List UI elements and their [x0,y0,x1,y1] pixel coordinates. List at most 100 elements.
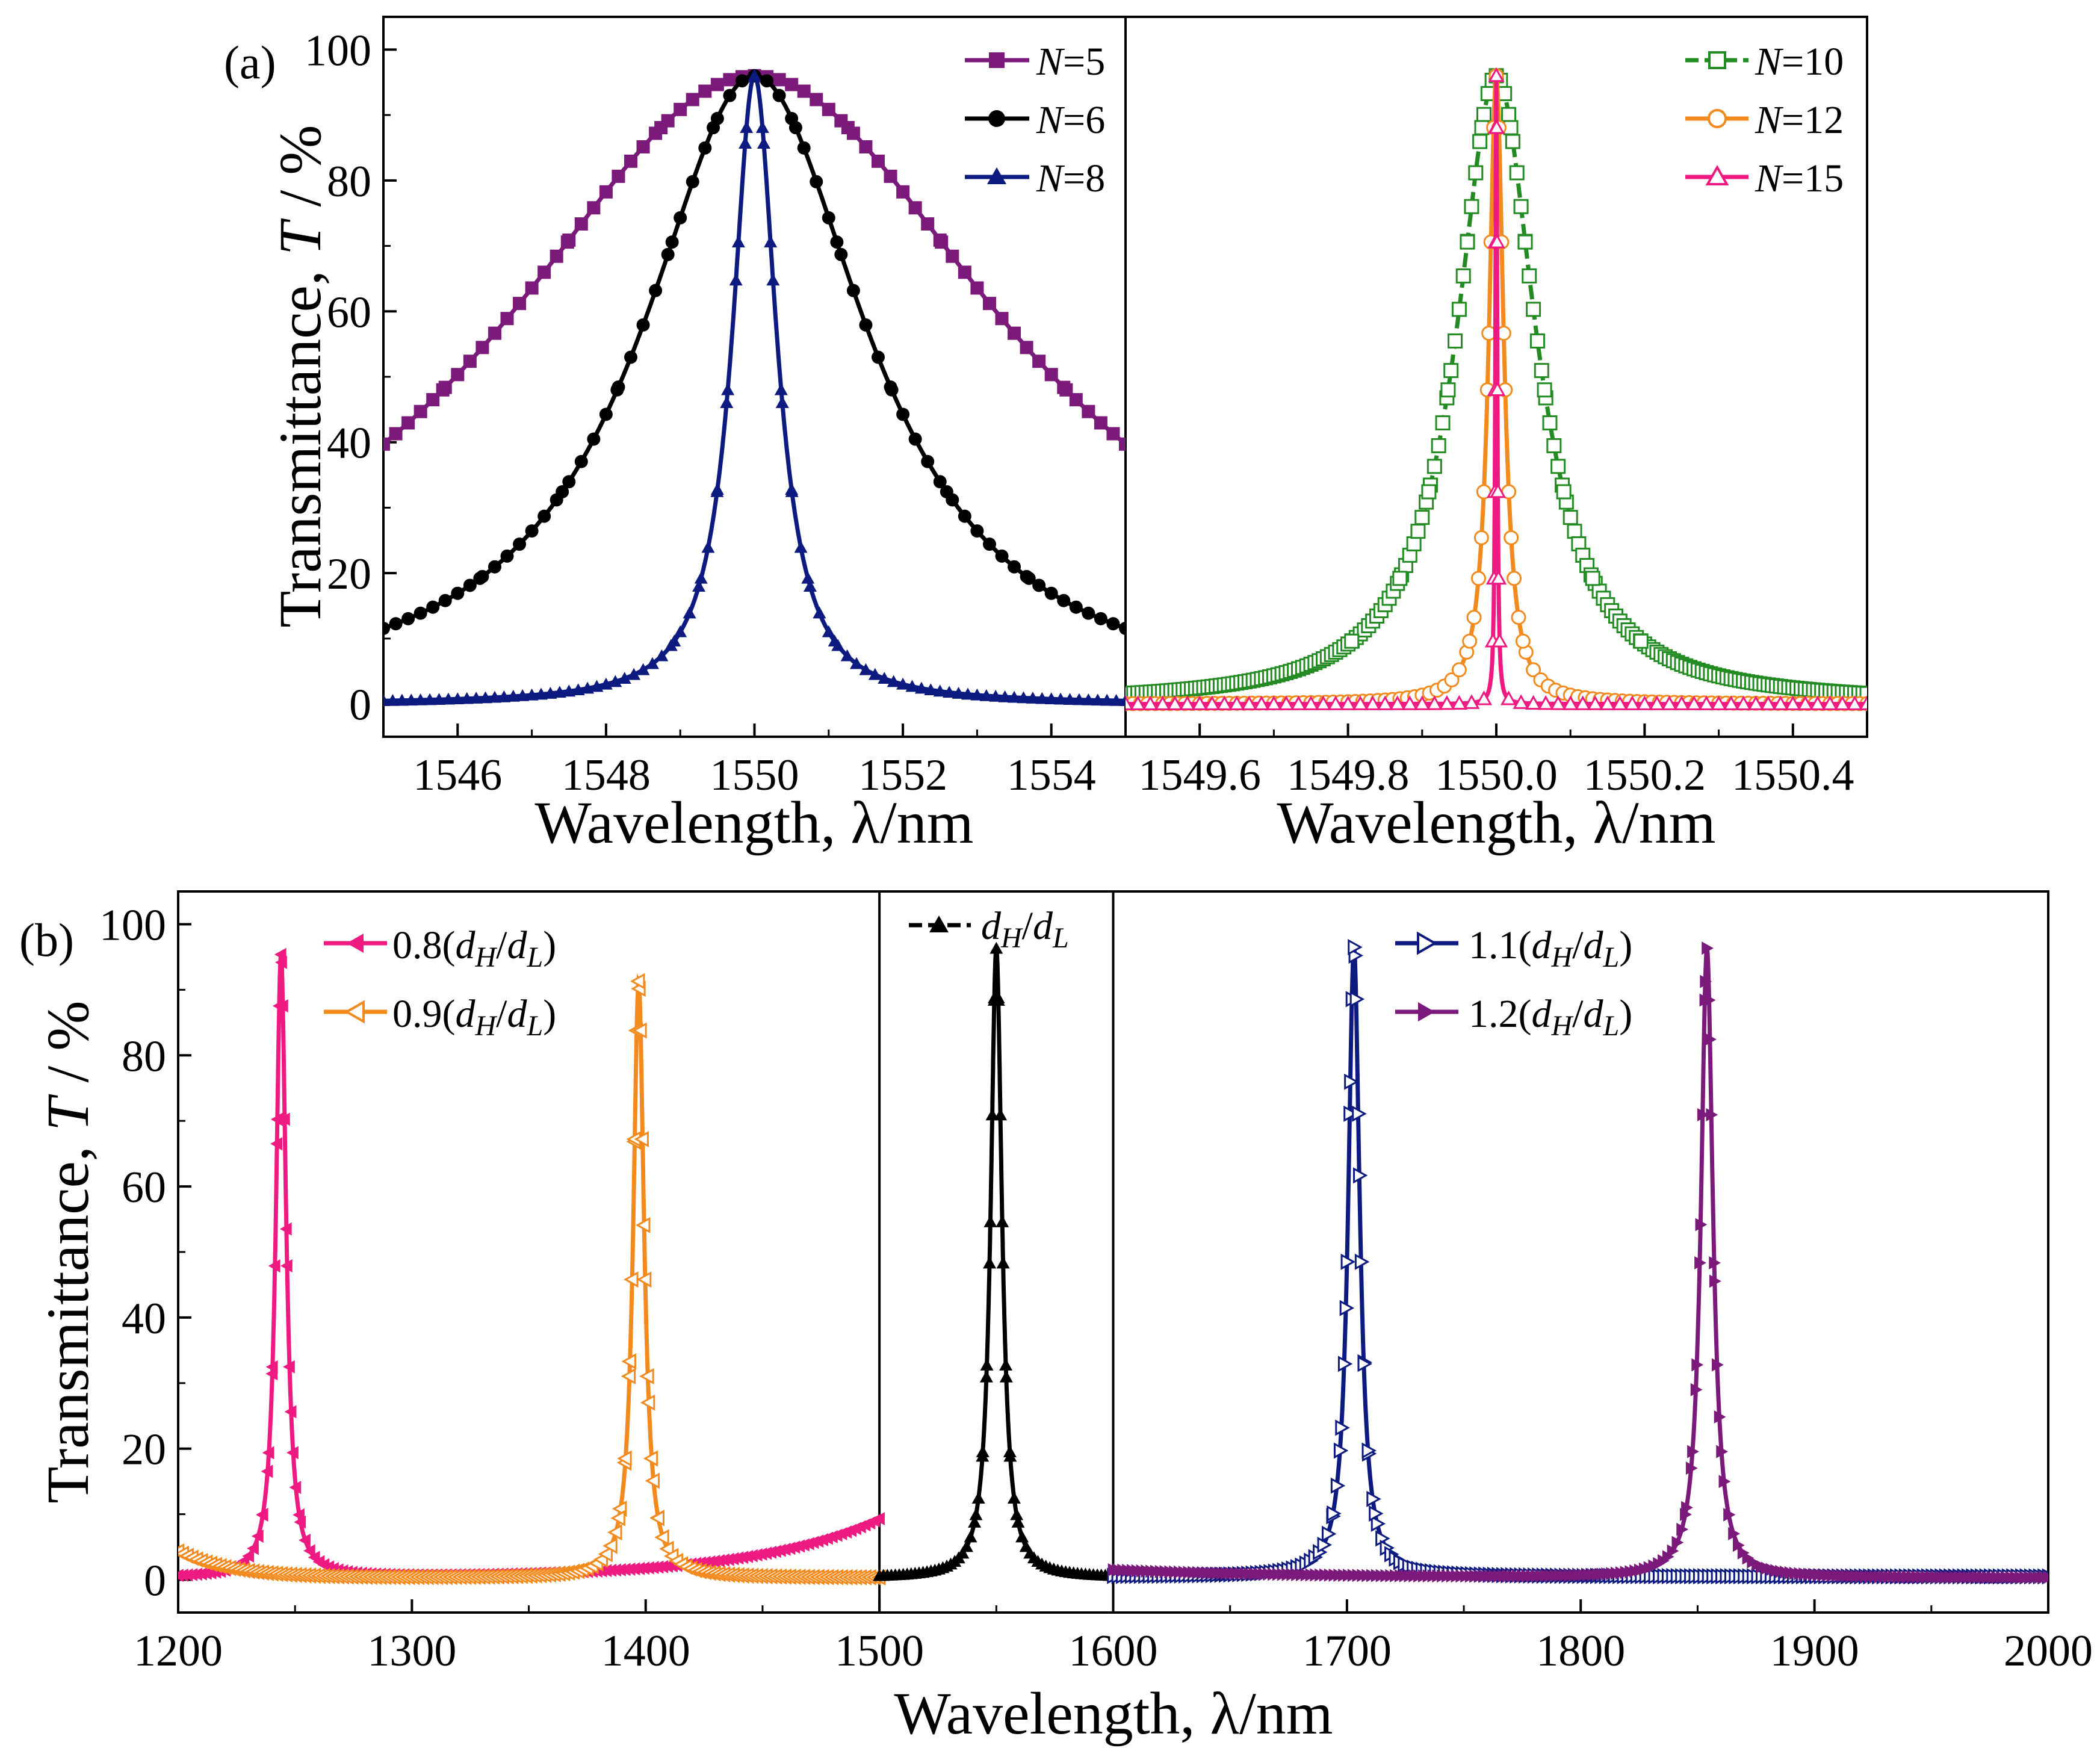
data-point [1462,633,1478,649]
data-point [772,73,786,87]
data-point [488,326,501,340]
x-tick-label: 1549.8 [1287,751,1410,800]
data-point [1526,302,1541,317]
data-point [432,693,446,705]
data-point [667,634,681,647]
data-point [822,625,835,637]
data-point [587,432,601,446]
data-point [1488,234,1505,249]
data-point [537,509,551,523]
data-point [401,612,415,625]
data-point [413,404,427,418]
data-point [386,693,400,706]
data-point [621,1353,636,1370]
x-tick-label: 1550 [710,751,799,800]
data-point [1460,234,1475,250]
data-point [674,211,687,225]
svg-text:N=12: N=12 [1755,98,1844,142]
data-point [959,1540,973,1552]
data-point [1317,1537,1332,1554]
data-point [989,689,1003,702]
data-point [970,688,984,701]
data-point [1008,326,1021,340]
data-point [299,1533,311,1547]
data-point [885,383,899,397]
data-point [1440,382,1456,398]
data-point [908,432,922,446]
y-tick-label: 80 [122,1032,166,1081]
data-point [550,249,563,263]
series-N-5 [383,69,1126,451]
panel-label-b: (b) [19,914,74,966]
data-point [822,102,835,116]
data-point [1142,695,1159,710]
x-tick-label: 1700 [1302,1626,1392,1676]
data-point [1414,510,1430,525]
data-point [914,681,928,694]
legend-item-b-08: 0.8(dH/dL) [324,923,556,973]
data-point [661,247,675,261]
data-point [983,1215,997,1227]
legend-item-n8: N=8 [965,156,1105,200]
data-point [1747,695,1764,710]
data-point [1567,524,1582,539]
data-point [654,1529,669,1546]
data-point [1327,695,1344,710]
data-point [772,88,786,102]
data-point [1529,333,1545,349]
data-point [1349,991,1365,1008]
data-point [587,201,601,215]
data-point [1685,695,1703,710]
data-point [878,672,891,684]
data-point [757,137,770,149]
x-tick-label: 1600 [1069,1626,1158,1676]
data-point [822,211,835,225]
data-point [1504,530,1519,545]
legend-item-n6: N=6 [965,98,1105,142]
svg-text:N=5: N=5 [1036,40,1105,84]
data-point [1032,355,1046,368]
data-point [1700,975,1712,988]
data-point [525,688,539,701]
data-point [1339,1300,1355,1316]
x-axis-label-a-right: Wavelength, λ/nm [1277,789,1715,856]
x-axis-label-b: Wavelength, λ/nm [894,1680,1333,1747]
data-point [1352,1105,1367,1122]
data-point [731,235,745,247]
data-point [451,692,465,705]
data-point [632,1022,647,1039]
data-point [544,687,557,699]
data-point [1501,107,1517,122]
data-point [636,1216,651,1234]
y-tick-label: 40 [327,419,371,468]
data-point [283,1360,295,1374]
data-point [1466,610,1482,625]
data-point [797,84,811,98]
x-tick-label: 1400 [601,1626,690,1676]
data-point [924,683,938,695]
axes-a-right: 1549.6 1549.8 1550.0 1550.2 1550.4 [1126,67,1867,800]
y-tick-label: 100 [99,900,166,950]
data-point [1690,1383,1703,1396]
data-point [990,941,1003,954]
data-point [1511,610,1526,625]
data-point [525,281,539,295]
data-point [1513,199,1529,214]
data-point [859,140,873,153]
x-tick-label: 1546 [413,751,502,800]
data-point [1343,1105,1358,1122]
panel-b: (b) 1200 1300 1400 1500 1600 1700 1800 1900 2000… [19,890,2093,1747]
data-point [256,1508,268,1522]
data-point [553,686,566,698]
y-tick-label: 80 [327,157,371,206]
data-point [813,606,826,619]
data-point [1542,415,1558,431]
data-point [636,1271,652,1288]
legend-marker-b-10 [929,916,949,932]
data-point [645,1472,660,1489]
data-point [1490,483,1507,498]
data-point [1735,695,1752,710]
data-point [1563,510,1578,525]
data-point [1026,692,1039,704]
